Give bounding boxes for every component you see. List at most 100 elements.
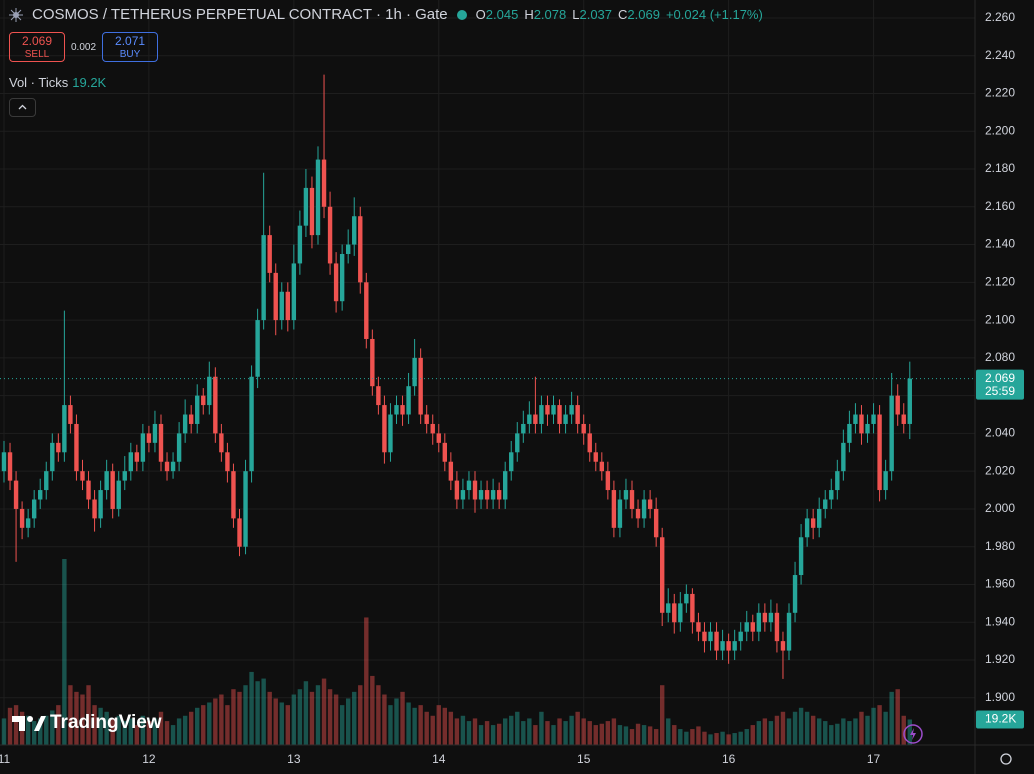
- candle-body: [442, 442, 448, 462]
- volume-bar: [128, 718, 133, 745]
- candle-body: [792, 575, 798, 613]
- candle-body: [817, 508, 822, 528]
- volume-bar: [460, 715, 466, 745]
- volume-bar: [871, 707, 876, 745]
- volume-bar: [732, 733, 737, 745]
- sell-button[interactable]: 2.069 SELL: [9, 32, 65, 62]
- candle-body: [527, 414, 532, 424]
- volume-bar: [321, 678, 327, 745]
- candle-body: [38, 490, 43, 500]
- candle-body: [92, 499, 97, 519]
- volume-bar: [883, 711, 888, 745]
- volume-tag-label: 19.2K: [985, 712, 1016, 726]
- candle-body: [810, 518, 816, 528]
- candle-body: [496, 490, 502, 500]
- candle-body: [309, 187, 315, 236]
- volume-bar: [521, 721, 526, 745]
- volume-bar: [756, 721, 762, 745]
- volume-bar: [164, 721, 170, 745]
- candle-body: [388, 414, 393, 453]
- candle-body: [364, 282, 369, 339]
- volume-bar: [647, 726, 653, 745]
- volume-bar: [841, 718, 846, 745]
- volume-bar: [817, 718, 822, 745]
- candle-body: [702, 631, 707, 642]
- candle-body: [804, 518, 810, 538]
- volume-bar: [515, 711, 520, 745]
- buy-label: BUY: [119, 49, 141, 60]
- volume-bar: [7, 707, 13, 745]
- candle-body: [56, 442, 61, 453]
- candle-body: [877, 414, 882, 491]
- volume-bar: [1, 718, 7, 745]
- candle-body: [599, 461, 605, 472]
- volume-bar: [382, 694, 387, 745]
- volume-bar: [430, 715, 435, 745]
- candle-body: [569, 405, 574, 415]
- volume-bar: [285, 705, 291, 745]
- volume-bar: [545, 721, 550, 745]
- volume-bar: [587, 721, 592, 745]
- volume-bar: [50, 710, 55, 745]
- volume-bar: [170, 725, 176, 745]
- candle-body: [454, 480, 460, 500]
- candle-body: [690, 593, 695, 623]
- volume-bar: [56, 705, 61, 745]
- volume-bar: [412, 707, 417, 745]
- volume-bar: [659, 685, 665, 745]
- candle-body: [279, 291, 284, 321]
- volume-bar: [225, 705, 230, 745]
- volume-bar: [666, 718, 671, 745]
- volume-bar: [68, 685, 73, 745]
- candle-body: [152, 423, 158, 443]
- volume-bar: [533, 725, 538, 745]
- candle-body: [1, 452, 7, 472]
- candle-body: [720, 641, 725, 651]
- volume-bar: [829, 725, 834, 745]
- volume-bar: [484, 721, 490, 745]
- volume-bar: [478, 725, 484, 745]
- candle-body: [376, 386, 381, 406]
- y-tick-label: 1.980: [985, 539, 1015, 553]
- candle-body: [128, 452, 133, 472]
- volume-bar: [309, 691, 315, 745]
- buy-button[interactable]: 2.071 BUY: [102, 32, 159, 62]
- volume-bar: [454, 718, 460, 745]
- x-tick-label: 11: [0, 752, 11, 766]
- candle-body: [188, 414, 194, 424]
- x-tick-label: 15: [577, 752, 591, 766]
- volume-bar: [207, 702, 212, 745]
- candle-body: [859, 414, 864, 434]
- ohlc-value: 2.069: [627, 7, 660, 22]
- sell-label: SELL: [24, 49, 50, 60]
- candle-body: [231, 471, 236, 519]
- candle-body: [261, 235, 266, 321]
- volume-tag: [976, 710, 1024, 729]
- volume-bar: [140, 715, 146, 745]
- collapse-button[interactable]: [9, 98, 36, 117]
- candle-body: [50, 442, 55, 472]
- volume-bar: [804, 711, 810, 745]
- symbol-icon: [9, 7, 23, 22]
- candle-body: [708, 631, 713, 642]
- candle-body: [460, 490, 466, 500]
- candle-body: [768, 612, 774, 623]
- volume-bar: [38, 718, 43, 745]
- grid: [0, 0, 975, 745]
- volume-bar: [593, 725, 598, 745]
- candle-body: [267, 235, 272, 273]
- chevron-icon: [18, 104, 27, 110]
- ohlc-value: 2.045: [485, 7, 519, 22]
- volume-bar: [219, 694, 224, 745]
- candle-body: [659, 537, 665, 613]
- volume-bar: [617, 725, 623, 745]
- volume-bar: [714, 733, 719, 745]
- volume-value: 19.2K: [72, 75, 107, 90]
- candle-body: [641, 499, 647, 519]
- volume-bar: [255, 681, 260, 745]
- x-tick-label: 12: [142, 752, 156, 766]
- ohlc-letter: C: [618, 7, 628, 22]
- candle-body: [291, 263, 297, 321]
